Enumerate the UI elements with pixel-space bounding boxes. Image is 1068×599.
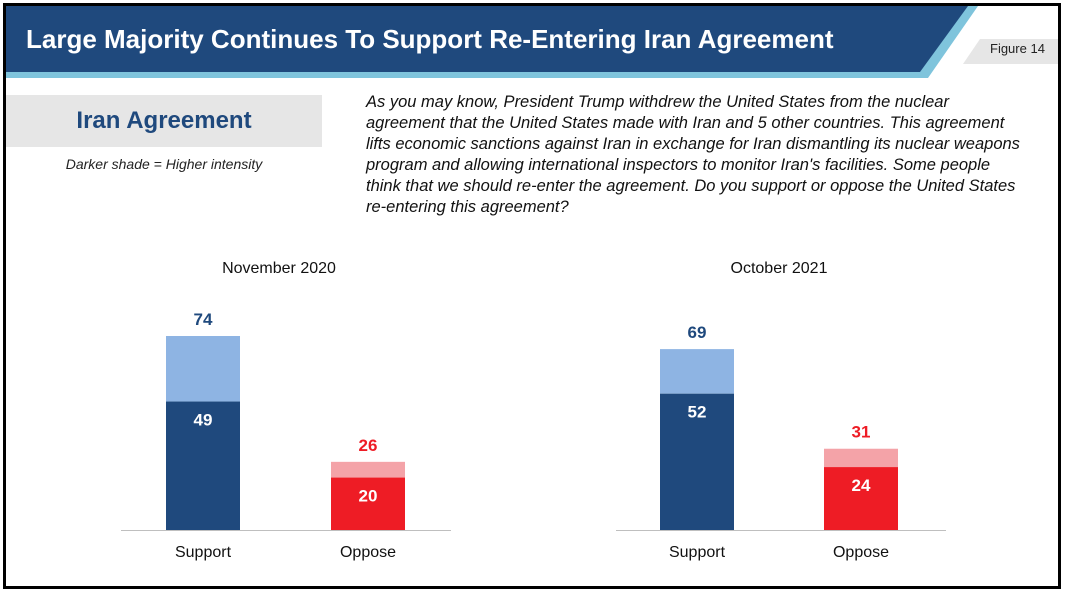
label-support-total-2: 69 — [688, 323, 707, 342]
bar-oppose-total-2 — [824, 448, 898, 468]
banner-background — [6, 6, 968, 72]
bar-support-total-1 — [166, 336, 240, 402]
category-label-support-1: Support — [175, 544, 232, 561]
label-oppose-strong-2: 24 — [852, 476, 871, 495]
page-title: Large Majority Continues To Support Re-E… — [26, 24, 834, 54]
slide-frame: Large Majority Continues To Support Re-E… — [3, 3, 1061, 589]
bar-charts: November 2020 74 49 Support 26 20 Oppose Octobe… — [121, 260, 946, 561]
chart-title-2: October 2021 — [731, 260, 828, 277]
title-banner — [6, 6, 1058, 78]
label-support-strong-1: 49 — [194, 411, 213, 430]
shade-note: Darker shade = Higher intensity — [65, 156, 263, 172]
category-label-support-2: Support — [669, 544, 726, 561]
bar-oppose-strong-1 — [331, 477, 405, 530]
question-text: As you may know, President Trump withdre… — [366, 93, 1020, 216]
figure-label: Figure 14 — [990, 41, 1045, 56]
category-label-oppose-2: Oppose — [833, 544, 889, 561]
bar-oppose-total-1 — [331, 461, 405, 478]
category-label-oppose-1: Oppose — [340, 544, 396, 561]
bar-support-total-2 — [660, 349, 734, 394]
section-title: Iran Agreement — [76, 107, 252, 134]
section-box: Iran Agreement — [6, 95, 322, 147]
bar-support-strong-2 — [660, 393, 734, 530]
label-oppose-total-2: 31 — [852, 423, 871, 442]
bar-oppose-strong-2 — [824, 467, 898, 530]
label-support-total-1: 74 — [194, 310, 213, 329]
label-oppose-strong-1: 20 — [359, 487, 378, 506]
label-oppose-total-1: 26 — [359, 436, 378, 455]
chart-title-1: November 2020 — [222, 260, 336, 277]
label-support-strong-2: 52 — [688, 403, 707, 422]
bar-support-strong-1 — [166, 401, 240, 530]
figure-tab — [963, 39, 1058, 64]
